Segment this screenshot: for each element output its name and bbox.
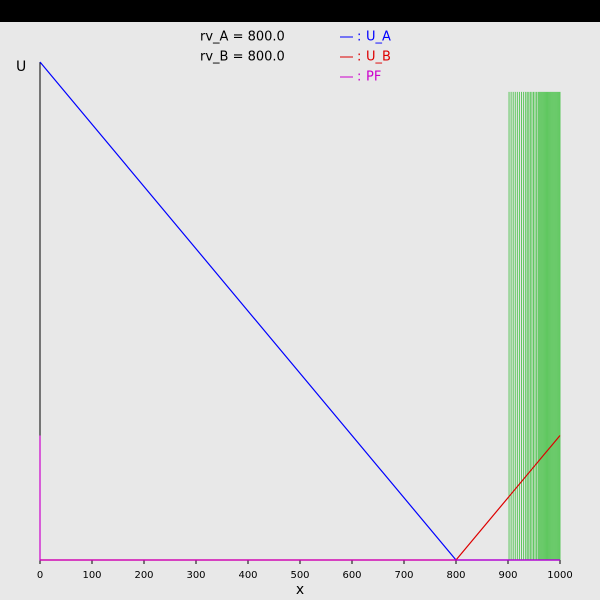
x-tick-label: 900 <box>498 570 517 581</box>
x-tick-label: 800 <box>446 570 465 581</box>
y-axis-label: U <box>16 59 26 75</box>
legend-separator: : <box>357 30 361 45</box>
annotation: rv_A = 800.0 <box>200 30 285 45</box>
x-tick-label: 200 <box>134 570 153 581</box>
x-tick-label: 600 <box>342 570 361 581</box>
x-tick-label: 300 <box>186 570 205 581</box>
legend-label: PF <box>366 70 381 85</box>
x-tick-label: 1000 <box>547 570 572 581</box>
x-axis-label: x <box>296 582 304 598</box>
title-bar <box>0 0 600 22</box>
series-line <box>39 435 560 561</box>
x-tick-label: 400 <box>238 570 257 581</box>
legend-label: U_A <box>366 30 391 45</box>
legend-separator: : <box>357 50 361 65</box>
x-tick-label: 500 <box>290 570 309 581</box>
x-tick-label: 100 <box>82 570 101 581</box>
x-tick-label: 700 <box>394 570 413 581</box>
annotation: rv_B = 800.0 <box>200 50 285 65</box>
legend-separator: : <box>357 70 361 85</box>
legend-label: U_B <box>366 50 391 65</box>
x-tick-label: 0 <box>37 570 43 581</box>
